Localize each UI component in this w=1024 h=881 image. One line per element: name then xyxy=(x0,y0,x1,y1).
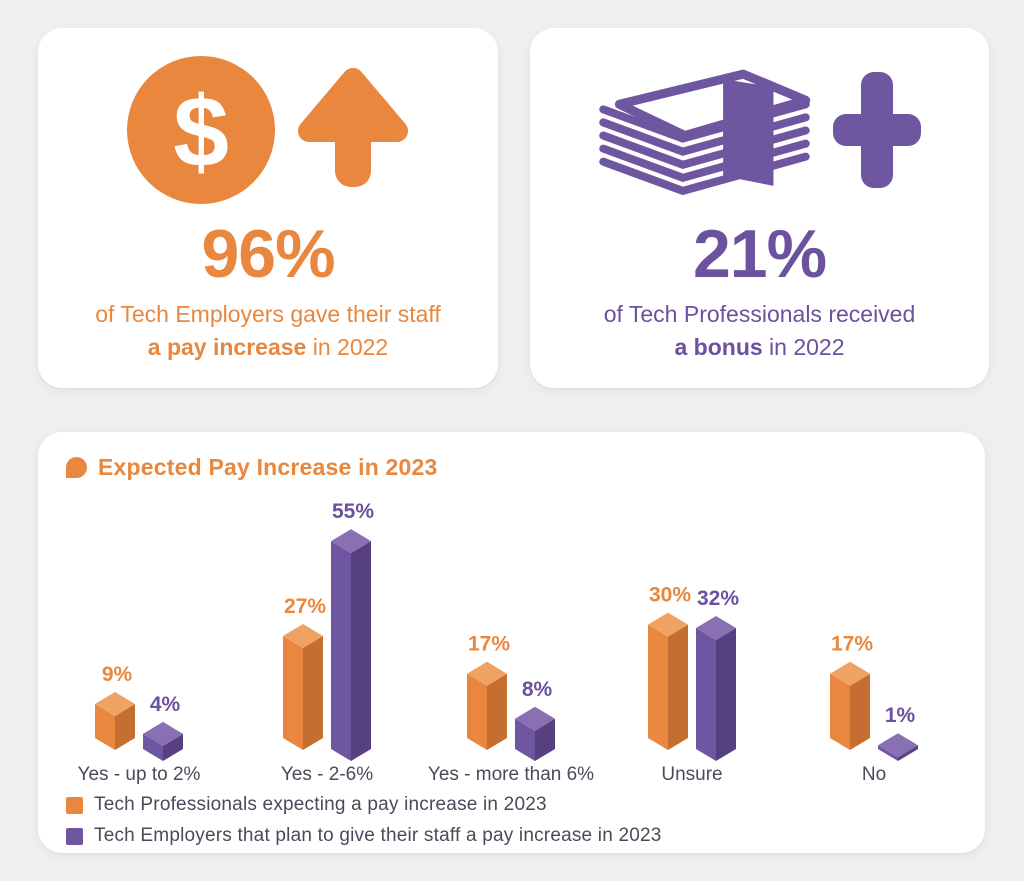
bar-s0-c4-left-face xyxy=(830,673,850,750)
stat-desc-rest: in 2022 xyxy=(762,333,845,360)
stat-card-bonus: 21% of Tech Professionals received a bon… xyxy=(530,28,989,388)
value-label-s0-c1: 27% xyxy=(284,595,326,618)
bar-s0-c2-right-face xyxy=(487,673,507,750)
stat-desc-rest: in 2022 xyxy=(306,333,389,360)
bar-s1-c3-top-face xyxy=(696,616,736,641)
value-label-s0-c3: 30% xyxy=(649,584,691,607)
category-label-c0: Yes - up to 2% xyxy=(78,764,201,785)
stat-icons-pay-increase: $ xyxy=(127,54,409,206)
bar-s1-c1-left-face xyxy=(331,541,351,761)
bar-s0-c3-top-face xyxy=(648,612,688,637)
value-label-s1-c1: 55% xyxy=(332,500,374,523)
chart-card-expected-pay-increase: Expected Pay Increase in 2023 9% 4% Yes - … xyxy=(38,432,985,853)
bar-s0-c0-right-face xyxy=(115,703,135,750)
bar-s1-c0-left-face xyxy=(143,733,163,761)
value-label-s1-c0: 4% xyxy=(150,693,181,716)
bar-s1-c1-top-face xyxy=(331,529,371,554)
bar-s1-c0-right-face xyxy=(163,733,183,761)
category-label-c4: No xyxy=(862,764,886,785)
value-label-s0-c4: 17% xyxy=(831,633,873,656)
stat-desc-bonus: of Tech Professionals received a bonus i… xyxy=(604,298,916,363)
bar-s1-c3-left-face xyxy=(696,628,716,761)
legend-swatch-0 xyxy=(66,796,83,814)
bar-s1-c2-right-face xyxy=(535,718,555,761)
svg-text:$: $ xyxy=(173,76,229,188)
category-label-c2: Yes - more than 6% xyxy=(428,764,594,785)
stat-desc-pay-increase: of Tech Employers gave their staff a pay… xyxy=(95,298,441,363)
bar-s1-c4-right-face xyxy=(898,745,918,761)
value-label-s1-c2: 8% xyxy=(522,678,553,701)
bar-s1-c4-left-face xyxy=(878,745,898,761)
stat-icons-bonus xyxy=(598,54,921,206)
bar-s0-c4-right-face xyxy=(850,673,870,750)
legend-label-1: Tech Employers that plan to give their s… xyxy=(94,825,662,846)
stat-value-bonus: 21% xyxy=(692,216,827,292)
chart-title: Expected Pay Increase in 2023 xyxy=(98,453,438,480)
value-label-s0-c0: 9% xyxy=(102,663,133,686)
legend-item-0: Tech Professionals expecting a pay incre… xyxy=(66,794,957,816)
bar-s0-c3-left-face xyxy=(648,624,668,750)
dollar-coin-icon: $ xyxy=(127,56,275,204)
bar-s1-c1-right-face xyxy=(351,541,371,761)
value-label-s1-c3: 32% xyxy=(697,587,739,610)
bar-s0-c2-left-face xyxy=(467,673,487,750)
stat-desc-line1: of Tech Employers gave their staff xyxy=(95,301,441,327)
value-label-s0-c2: 17% xyxy=(468,633,510,656)
chart-legend: Tech Professionals expecting a pay incre… xyxy=(66,794,957,847)
stat-desc-line1: of Tech Professionals received xyxy=(603,301,916,327)
chart-title-bubble-icon xyxy=(66,456,87,478)
stat-desc-bold: a bonus xyxy=(674,333,763,360)
bar-s0-c3-right-face xyxy=(668,624,688,750)
chart-title-row: Expected Pay Increase in 2023 xyxy=(66,452,957,482)
arrow-up-icon xyxy=(298,68,408,187)
bar-s0-c1-right-face xyxy=(303,635,323,750)
bar-s0-c0-top-face xyxy=(95,691,135,716)
value-label-s1-c4: 1% xyxy=(885,704,916,727)
bar-s1-c0-top-face xyxy=(143,721,183,746)
stat-card-pay-increase: $ 96% of Tech Employers gave their staff… xyxy=(38,28,498,388)
bar-s1-c3-right-face xyxy=(716,628,736,761)
category-label-c1: Yes - 2-6% xyxy=(281,764,373,785)
category-label-c3: Unsure xyxy=(661,764,722,785)
legend-swatch-1 xyxy=(66,827,83,845)
legend-label-0: Tech Professionals expecting a pay incre… xyxy=(94,794,547,815)
plus-icon xyxy=(832,72,921,188)
bar-s1-c2-top-face xyxy=(515,706,555,731)
bar-s1-c2-left-face xyxy=(515,718,535,761)
bar-s0-c1-left-face xyxy=(283,635,303,750)
bar-s0-c1-top-face xyxy=(283,623,323,648)
legend-item-1: Tech Employers that plan to give their s… xyxy=(66,825,957,847)
stat-value-pay-increase: 96% xyxy=(201,216,335,292)
bar-s0-c2-top-face xyxy=(467,661,507,686)
bar-s0-c0-left-face xyxy=(95,703,115,750)
pay-increase-chart: 9% 4% Yes - up to 2% 27% 55% Yes - 2-6% 17% 8% Y… xyxy=(78,500,918,785)
money-stack-icon xyxy=(598,69,810,196)
bar-s0-c4-top-face xyxy=(830,661,870,686)
stat-desc-bold: a pay increase xyxy=(147,333,307,360)
bar-s1-c4-top-face xyxy=(878,733,918,758)
